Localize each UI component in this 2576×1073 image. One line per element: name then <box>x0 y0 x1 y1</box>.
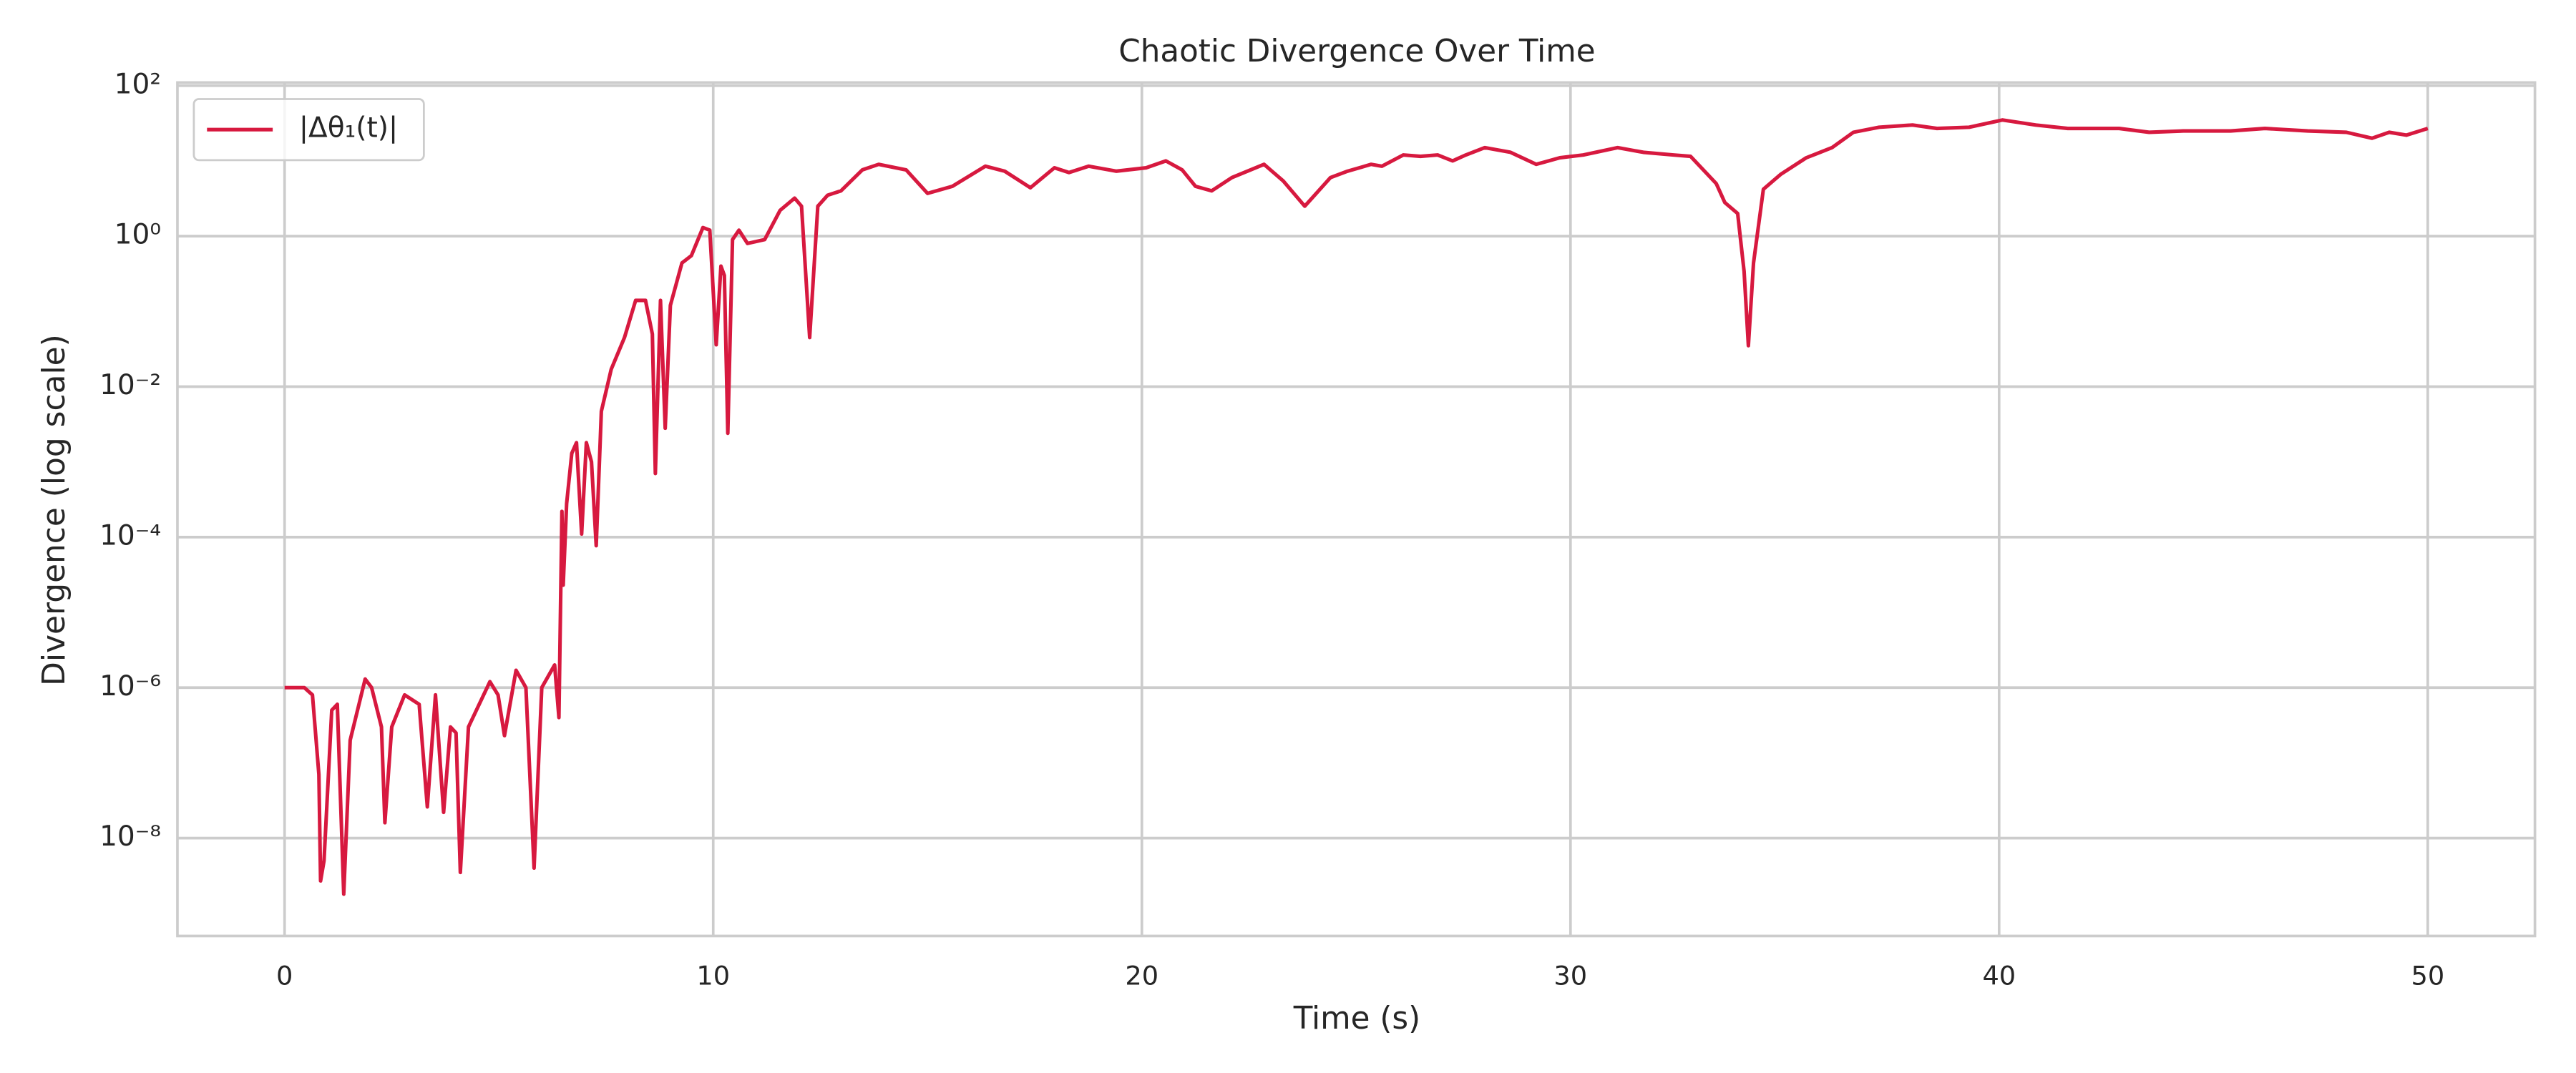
legend-label: |Δθ₁(t)| <box>299 112 398 144</box>
x-tick-label: 30 <box>1553 961 1587 991</box>
grid <box>177 82 2535 936</box>
y-tick-label: 10⁻² <box>99 369 161 401</box>
plot-area <box>284 118 2429 896</box>
y-tick-label: 10⁰ <box>114 219 161 251</box>
y-tick-label: 10⁻⁴ <box>99 519 161 552</box>
axes-frame <box>176 81 2537 938</box>
legend: |Δθ₁(t)| <box>192 98 425 162</box>
chart-title: Chaotic Divergence Over Time <box>1118 33 1595 69</box>
x-tick-label: 0 <box>276 961 293 991</box>
y-tick-label: 10⁻⁸ <box>99 820 161 853</box>
x-tick-label: 20 <box>1125 961 1158 991</box>
y-tick-label: 10⁻⁶ <box>99 670 161 702</box>
legend-box <box>192 98 425 162</box>
y-axis-label: Divergence (log scale) <box>36 334 72 686</box>
x-tick-label: 50 <box>2411 961 2444 991</box>
y-tick-label: 10² <box>114 68 161 100</box>
x-tick-label: 10 <box>696 961 730 991</box>
data-line <box>284 118 2429 896</box>
x-tick-label: 40 <box>1982 961 2016 991</box>
x-axis-label: Time (s) <box>1293 1000 1420 1037</box>
